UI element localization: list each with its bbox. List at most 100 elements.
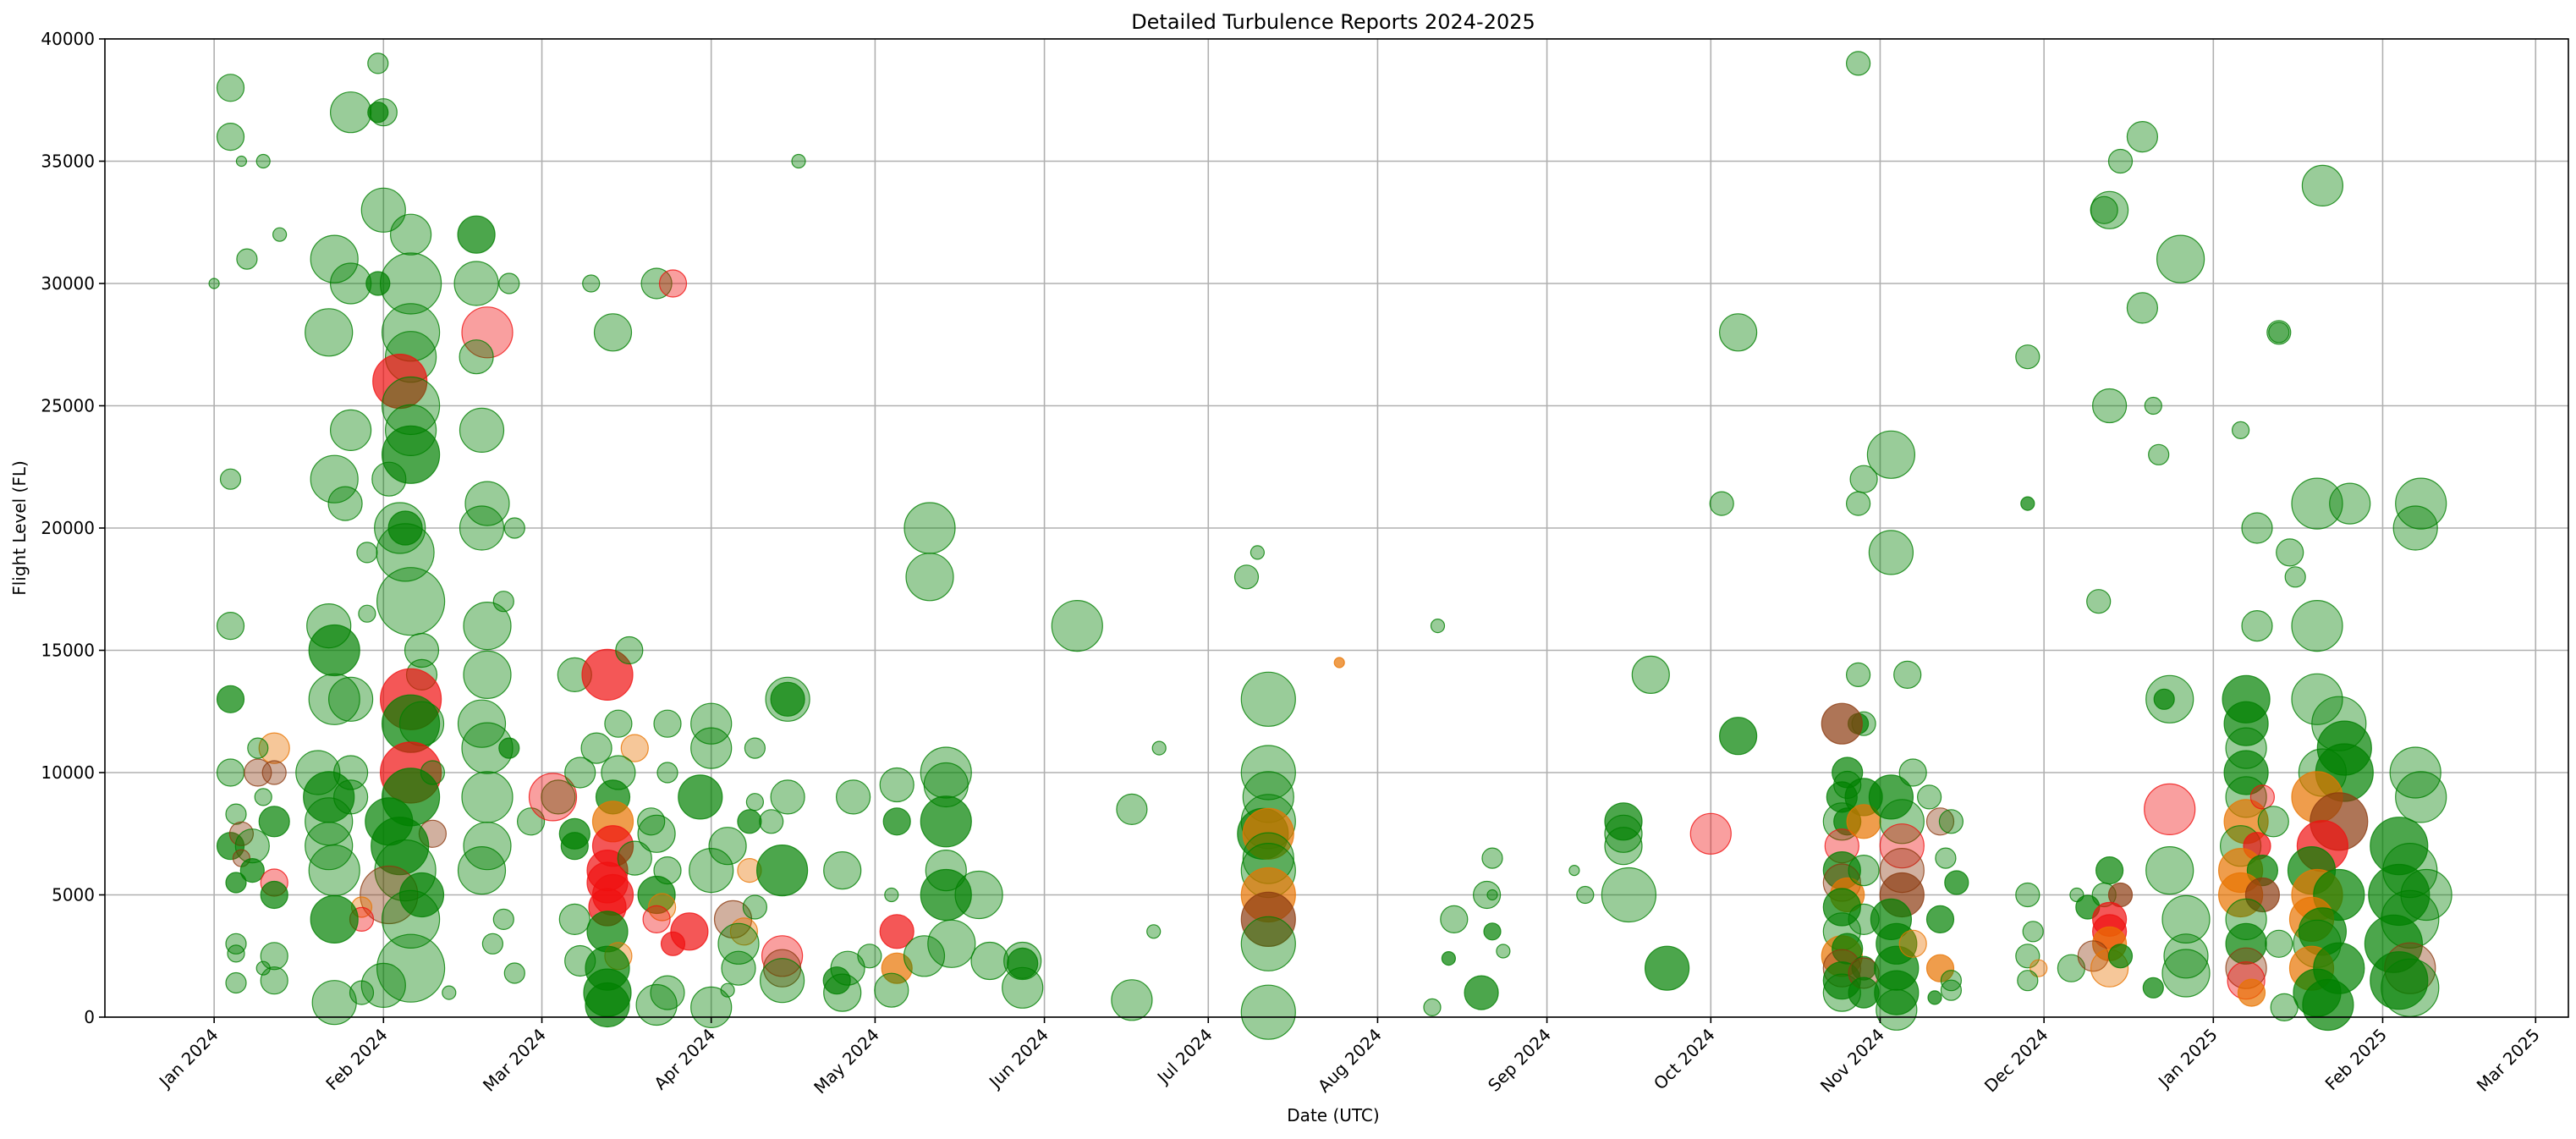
turbulence-report-point — [1944, 870, 1969, 895]
turbulence-report-point — [2244, 877, 2280, 913]
turbulence-report-point — [367, 102, 389, 124]
turbulence-report-point — [857, 944, 882, 969]
turbulence-report-point — [1898, 758, 1927, 787]
turbulence-report-point — [558, 903, 590, 936]
x-tick-label: Apr 2024 — [650, 1025, 719, 1094]
turbulence-report-point — [904, 502, 956, 554]
turbulence-report-point — [225, 803, 247, 825]
turbulence-report-point — [463, 822, 512, 871]
turbulence-report-point — [1240, 671, 1296, 727]
turbulence-report-point — [2232, 421, 2250, 439]
turbulence-report-point — [1719, 717, 1758, 756]
turbulence-report-point — [2291, 599, 2343, 652]
turbulence-report-point — [2400, 868, 2452, 922]
turbulence-report-point — [216, 611, 245, 641]
turbulence-report-point — [2015, 344, 2040, 370]
turbulence-report-point — [1821, 702, 1863, 745]
turbulence-report-point — [330, 262, 372, 305]
turbulence-report-point — [2142, 977, 2164, 999]
turbulence-report-point — [560, 832, 589, 861]
turbulence-report-point — [457, 845, 507, 895]
turbulence-report-point — [2241, 609, 2273, 642]
turbulence-report-point — [617, 840, 652, 876]
turbulence-report-point — [225, 872, 247, 894]
turbulence-report-point — [713, 900, 753, 939]
turbulence-report-point — [1604, 802, 1643, 841]
x-tick-label: Jan 2025 — [2153, 1025, 2222, 1093]
turbulence-report-point — [745, 793, 765, 812]
turbulence-report-point — [328, 676, 374, 722]
turbulence-report-point — [2144, 783, 2196, 836]
turbulence-report-point — [2017, 970, 2039, 992]
turbulence-report-point — [216, 123, 245, 151]
turbulence-report-point — [1689, 812, 1732, 855]
turbulence-report-point — [1846, 491, 1871, 516]
turbulence-report-point — [360, 187, 406, 233]
turbulence-report-point — [235, 155, 247, 168]
turbulence-report-point — [2291, 477, 2343, 530]
turbulence-report-point — [823, 850, 862, 890]
turbulence-report-point — [2153, 688, 2175, 710]
turbulence-report-point — [327, 486, 363, 521]
turbulence-report-point — [2265, 929, 2293, 958]
turbulence-report-point — [498, 737, 520, 759]
turbulence-report-point — [369, 98, 398, 127]
turbulence-report-point — [461, 771, 514, 823]
turbulence-report-point — [459, 505, 505, 551]
turbulence-report-point — [1849, 465, 1878, 493]
turbulence-report-point — [882, 807, 911, 836]
turbulence-report-point — [236, 248, 258, 270]
turbulence-report-point — [770, 779, 805, 815]
turbulence-report-point — [879, 767, 915, 803]
turbulence-report-point — [225, 971, 247, 994]
turbulence-report-point — [2148, 443, 2170, 465]
x-axis-label: Date (UTC) — [1287, 1105, 1379, 1125]
turbulence-report-point — [2163, 933, 2209, 979]
turbulence-report-point — [2237, 978, 2266, 1007]
turbulence-report-point — [463, 650, 512, 700]
turbulence-report-point — [382, 889, 441, 949]
turbulence-report-point — [1151, 740, 1167, 756]
turbulence-report-point — [228, 821, 254, 846]
y-tick-label: 40000 — [41, 29, 95, 49]
turbulence-report-point — [225, 933, 247, 955]
turbulence-report-point — [459, 407, 505, 453]
turbulence-report-point — [227, 944, 245, 963]
turbulence-report-point — [464, 481, 510, 526]
turbulence-report-point — [387, 510, 423, 546]
turbulence-report-point — [2291, 673, 2343, 725]
turbulence-report-point — [492, 908, 514, 931]
turbulence-report-point — [1430, 618, 1446, 634]
turbulence-report-point — [1007, 947, 1039, 980]
turbulence-report-point — [254, 788, 272, 806]
turbulence-report-point — [404, 632, 440, 669]
turbulence-report-point — [372, 354, 428, 410]
turbulence-report-point — [2276, 538, 2304, 567]
turbulence-report-point — [2223, 750, 2269, 795]
turbulence-report-point — [219, 468, 242, 490]
turbulence-report-point — [637, 814, 676, 853]
turbulence-report-point — [1240, 745, 1296, 801]
turbulence-report-point — [371, 817, 430, 876]
turbulence-report-point — [382, 425, 441, 484]
turbulence-report-point — [305, 308, 354, 357]
turbulence-report-point — [581, 648, 634, 702]
y-tick-label: 10000 — [41, 762, 95, 783]
turbulence-report-point — [1250, 545, 1266, 560]
x-tick-label: Nov 2024 — [1816, 1025, 1888, 1097]
turbulence-report-point — [2301, 164, 2343, 206]
turbulence-report-point — [330, 409, 372, 451]
turbulence-report-point — [642, 905, 671, 934]
turbulence-report-point — [970, 941, 1009, 981]
turbulence-report-point — [310, 454, 359, 503]
y-tick-label: 0 — [84, 1007, 95, 1027]
turbulence-report-point — [258, 806, 290, 838]
turbulence-report-point — [585, 982, 630, 1028]
turbulence-report-point — [920, 795, 972, 848]
turbulence-report-point — [1116, 793, 1148, 826]
turbulence-report-point — [255, 960, 271, 976]
turbulence-report-point — [376, 523, 435, 582]
turbulence-report-point — [1002, 966, 1044, 1009]
turbulence-report-point — [2268, 322, 2290, 344]
turbulence-report-point — [2270, 993, 2299, 1022]
